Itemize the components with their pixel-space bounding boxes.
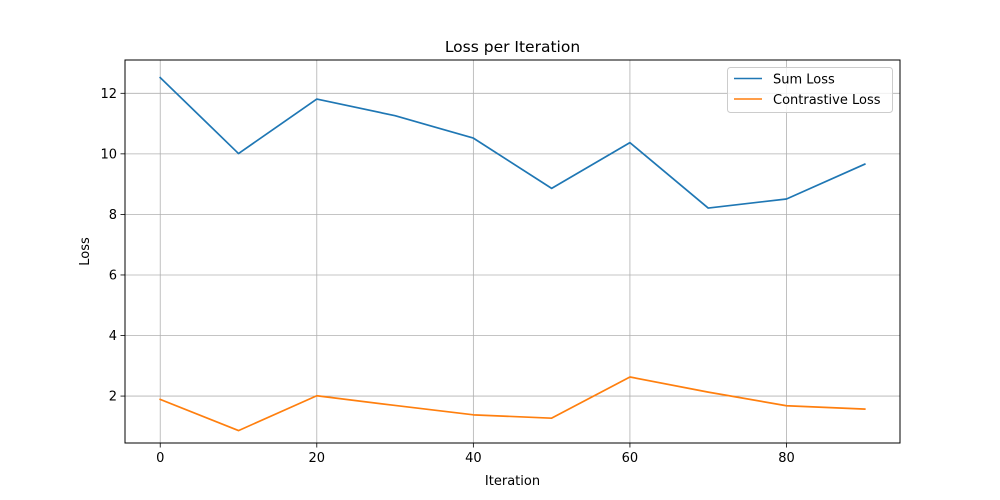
y-tick-label: 12 — [100, 87, 117, 102]
x-axis-ticks: 0 20 40 60 80 — [156, 443, 795, 466]
legend-label-contrastive-loss: Contrastive Loss — [773, 93, 881, 108]
y-tick-label: 2 — [109, 390, 117, 405]
y-tick-label: 4 — [109, 329, 117, 344]
series-line-sum-loss — [159, 76, 866, 209]
series-lines — [159, 76, 866, 432]
legend: Sum Loss Contrastive Loss — [727, 67, 893, 113]
y-tick-label: 10 — [100, 147, 117, 162]
x-tick-label: 40 — [465, 451, 482, 466]
legend-label-sum-loss: Sum Loss — [773, 73, 835, 88]
y-tick-label: 8 — [109, 208, 117, 223]
y-axis-ticks: 2 4 6 8 10 12 — [100, 87, 125, 405]
y-axis-label: Loss — [78, 237, 93, 266]
x-tick-label: 80 — [778, 451, 795, 466]
x-tick-label: 60 — [622, 451, 639, 466]
x-axis-label: Iteration — [485, 474, 540, 489]
chart-title: Loss per Iteration — [445, 38, 580, 56]
plot-area-frame — [124, 59, 901, 444]
y-tick-label: 6 — [109, 268, 117, 283]
x-tick-label: 20 — [309, 451, 326, 466]
x-tick-label: 0 — [156, 451, 164, 466]
legend-box — [727, 67, 893, 113]
series-line-contrastive-loss — [159, 376, 866, 432]
